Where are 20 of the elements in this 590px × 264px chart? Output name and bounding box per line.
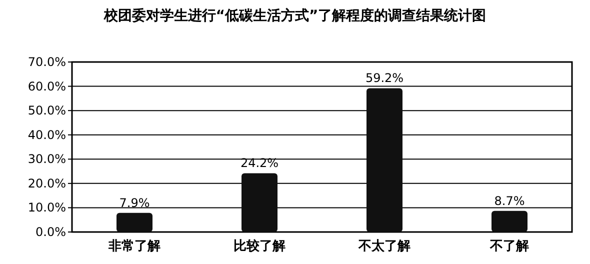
y-tick-label: 20.0%	[28, 176, 66, 190]
y-tick-label: 30.0%	[28, 152, 66, 166]
chart-title: 校团委对学生进行“低碳生活方式”了解程度的调查结果统计图	[102, 7, 486, 24]
x-tick-label: 非常了解	[108, 239, 160, 254]
y-tick-label: 40.0%	[28, 128, 66, 142]
x-tick-label: 不太了解	[358, 239, 410, 254]
y-tick-label: 0.0%	[36, 225, 66, 239]
y-tick-label: 60.0%	[28, 79, 66, 94]
data-label: 7.9%	[119, 196, 150, 210]
x-tick-label: 比较了解	[234, 238, 286, 254]
bar	[366, 88, 402, 232]
data-label: 59.2%	[365, 71, 404, 86]
y-tick-label: 70.0%	[28, 55, 66, 69]
bar	[242, 173, 278, 232]
y-tick-label: 50.0%	[28, 104, 66, 118]
y-tick-label: 10.0%	[28, 200, 66, 215]
bar	[116, 212, 152, 232]
x-tick-label: 不了解	[489, 239, 529, 254]
bar	[492, 210, 528, 232]
data-label: 8.7%	[494, 194, 525, 208]
